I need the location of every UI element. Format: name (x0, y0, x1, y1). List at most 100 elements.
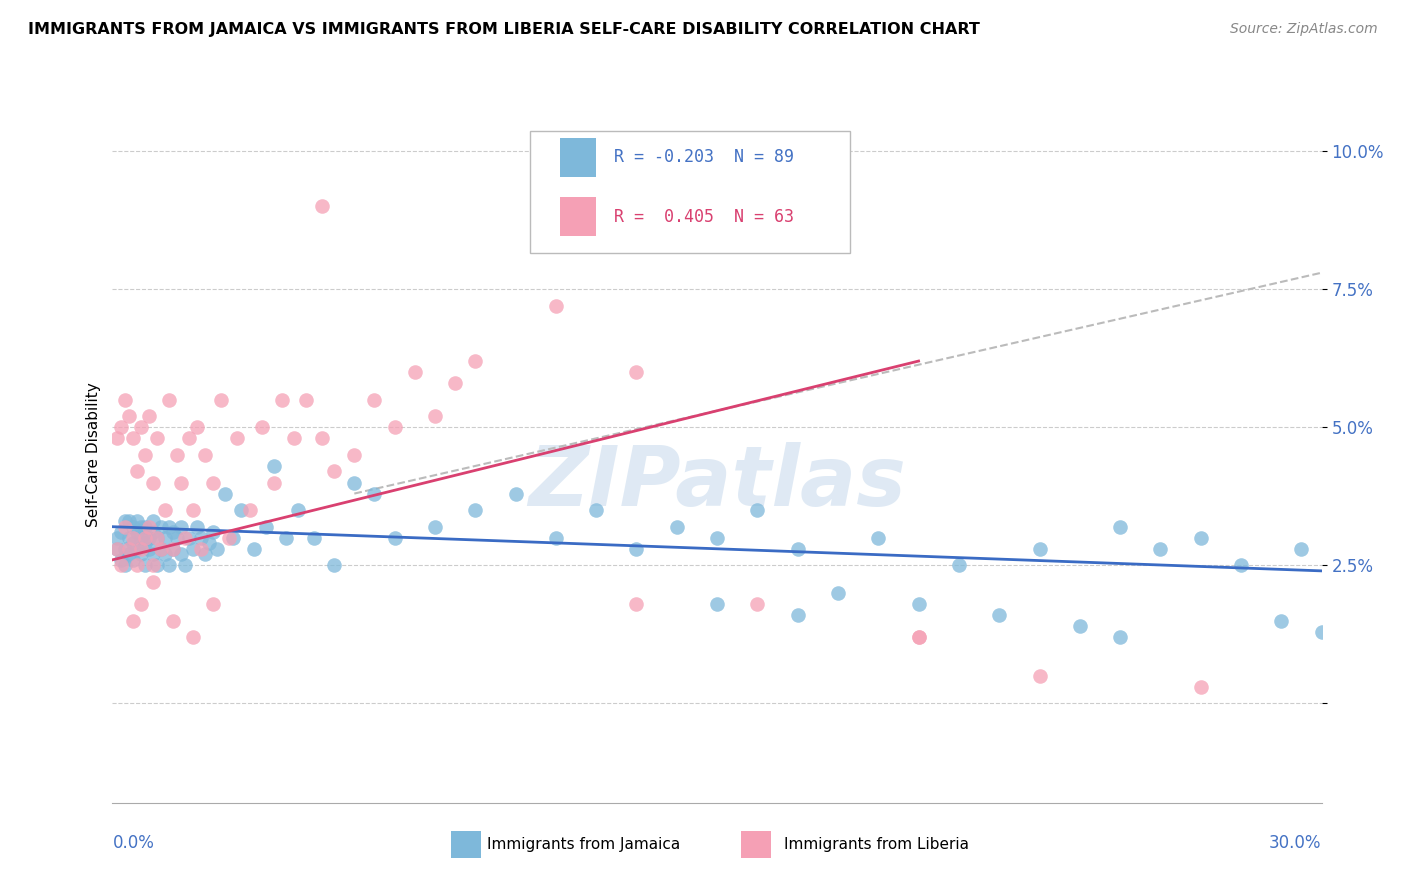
Point (134, 448, 156, 462)
Point (907, 597, 929, 611)
Point (125, 525, 148, 540)
Point (1109, 519, 1132, 533)
Point (121, 536, 143, 550)
Point (117, 547, 139, 561)
FancyBboxPatch shape (560, 138, 596, 177)
Point (146, 558, 169, 573)
Point (117, 531, 139, 545)
Point (138, 519, 160, 533)
Point (153, 503, 176, 517)
Point (302, 531, 325, 545)
Y-axis label: Self-Care Disability: Self-Care Disability (86, 383, 101, 527)
Point (198, 536, 221, 550)
Point (177, 531, 200, 545)
Point (142, 475, 165, 490)
Point (423, 519, 446, 533)
Point (146, 531, 169, 545)
Point (218, 531, 240, 545)
Point (114, 558, 136, 573)
Point (907, 630, 929, 644)
Point (242, 541, 264, 556)
Point (827, 586, 849, 600)
Point (263, 458, 285, 473)
Point (209, 392, 232, 407)
Point (363, 486, 385, 500)
Point (114, 514, 136, 528)
Point (181, 541, 204, 556)
Point (706, 597, 728, 611)
Point (110, 420, 132, 434)
Point (121, 431, 143, 445)
Point (270, 392, 292, 407)
Point (464, 503, 486, 517)
FancyBboxPatch shape (560, 197, 596, 235)
Point (134, 536, 156, 550)
Point (134, 558, 156, 573)
Point (311, 199, 333, 213)
Point (231, 503, 253, 517)
Point (988, 608, 1011, 623)
Point (138, 541, 160, 556)
Point (1149, 541, 1171, 556)
Point (181, 503, 204, 517)
Point (114, 392, 136, 407)
Point (423, 409, 446, 424)
Text: Immigrants from Liberia: Immigrants from Liberia (783, 837, 969, 852)
Point (544, 299, 567, 313)
Point (1028, 669, 1050, 683)
Point (149, 541, 172, 556)
Point (149, 519, 172, 533)
Point (170, 519, 193, 533)
Point (153, 531, 176, 545)
Point (194, 547, 217, 561)
Point (162, 541, 184, 556)
Text: R =  0.405  N = 63: R = 0.405 N = 63 (614, 208, 794, 226)
Point (226, 431, 249, 445)
Point (238, 503, 260, 517)
Point (1310, 624, 1333, 639)
Point (214, 486, 236, 500)
Point (162, 541, 184, 556)
Point (404, 365, 426, 379)
Point (626, 541, 648, 556)
Point (274, 531, 297, 545)
Point (786, 608, 808, 623)
Point (121, 519, 143, 533)
Point (311, 431, 333, 445)
Point (110, 553, 132, 567)
Text: Source: ZipAtlas.com: Source: ZipAtlas.com (1230, 22, 1378, 37)
Point (162, 614, 184, 628)
Point (194, 448, 217, 462)
Point (207, 541, 229, 556)
Point (174, 531, 197, 545)
Point (948, 558, 970, 573)
Point (222, 531, 245, 545)
Point (166, 531, 188, 545)
Point (202, 475, 225, 490)
Point (105, 541, 128, 556)
Point (202, 525, 225, 540)
Point (585, 503, 607, 517)
Point (1291, 541, 1313, 556)
Bar (451, 830, 481, 858)
Point (110, 558, 132, 573)
Point (117, 541, 139, 556)
Point (287, 503, 309, 517)
Point (121, 614, 143, 628)
Point (254, 519, 277, 533)
Point (1230, 558, 1253, 573)
Point (146, 531, 169, 545)
Point (283, 431, 305, 445)
Text: Immigrants from Jamaica: Immigrants from Jamaica (488, 837, 681, 852)
Point (149, 541, 172, 556)
Point (295, 392, 318, 407)
Point (190, 531, 212, 545)
Point (626, 597, 648, 611)
Point (157, 392, 180, 407)
Bar (741, 830, 772, 858)
Point (134, 531, 156, 545)
Point (363, 392, 385, 407)
Point (110, 525, 132, 540)
Point (181, 630, 204, 644)
Point (129, 541, 152, 556)
